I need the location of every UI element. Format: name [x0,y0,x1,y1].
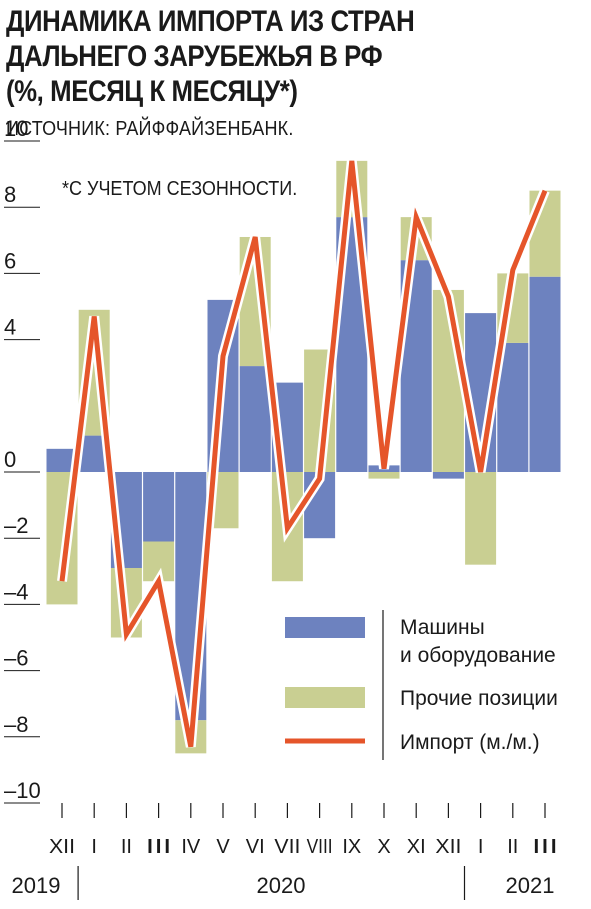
bar-machinery [239,366,271,472]
x-tick-label: XII [435,836,461,858]
y-tick-label: –8 [4,712,28,737]
x-tick-label: V [216,836,230,858]
y-tick-label: 8 [4,182,16,207]
x-tick-label: VII [274,836,300,858]
bar-other [465,472,497,565]
import-line-layer [57,160,550,748]
bar-machinery [432,472,464,479]
x-tick-label: II [121,836,132,858]
y-tick-label: –2 [4,513,28,538]
y-tick-label: 4 [4,315,16,340]
x-tick-label: VI [246,836,265,858]
y-tick-label: 6 [4,248,16,273]
legend-label-machinery: Машины и оборудование [400,616,556,667]
x-tick-label: XI [407,836,426,858]
y-axis: 10 8 6 4 0 –2 –4 –6 –8 –10 [4,116,41,804]
y-tick-label: –4 [4,579,28,604]
x-tick-label: II [507,836,518,858]
bar-other [368,472,400,479]
x-tick-label: IV [181,836,201,858]
x-tick-label: I [91,836,97,858]
x-tick-label: III [146,836,172,858]
bar-machinery [143,472,175,542]
y-tick-label: –10 [4,778,41,803]
x-tick-label: I [478,836,484,858]
bar-machinery [46,448,78,472]
title-line-3: (%, МЕСЯЦ К МЕСЯЦУ*) [6,75,298,108]
legend-label-other: Прочие позиции [400,687,558,710]
legend-label-import: Импорт (м./м.) [400,731,540,754]
legend: Машины и оборудование Прочие позиции Импорт… [240,600,585,778]
chart-title: ДИНАМИКА ИМПОРТА ИЗ СТРАН ДАЛЬНЕГО ЗАРУБ… [6,4,505,109]
year-label: 2021 [506,873,555,898]
year-label: 2019 [12,873,61,898]
x-tick-label: IX [342,836,361,858]
x-tick-label: VIII [307,836,333,858]
y-tick-label: 0 [4,447,16,472]
x-tick-label: XII [49,836,75,858]
legend-swatch-machinery [285,617,365,638]
chart-source: ИСТОЧНИК: РАЙФФАЙЗЕНБАНК. [6,118,294,140]
y-tick-label: 10 [4,116,28,141]
import-line [59,160,548,748]
y-tick-label: –6 [4,646,28,671]
year-label: 2020 [257,873,306,898]
x-tick-label: III [532,836,558,858]
title-line-1: ДИНАМИКА ИМПОРТА ИЗ СТРАН [6,5,415,38]
chart-footnote: *С УЧЕТОМ СЕЗОННОСТИ. [62,178,298,200]
title-line-2: ДАЛЬНЕГО ЗАРУБЕЖЬЯ В РФ [6,40,383,73]
bar-machinery [529,276,561,472]
legend-swatch-other [285,687,365,708]
x-tick-label: X [377,836,390,858]
